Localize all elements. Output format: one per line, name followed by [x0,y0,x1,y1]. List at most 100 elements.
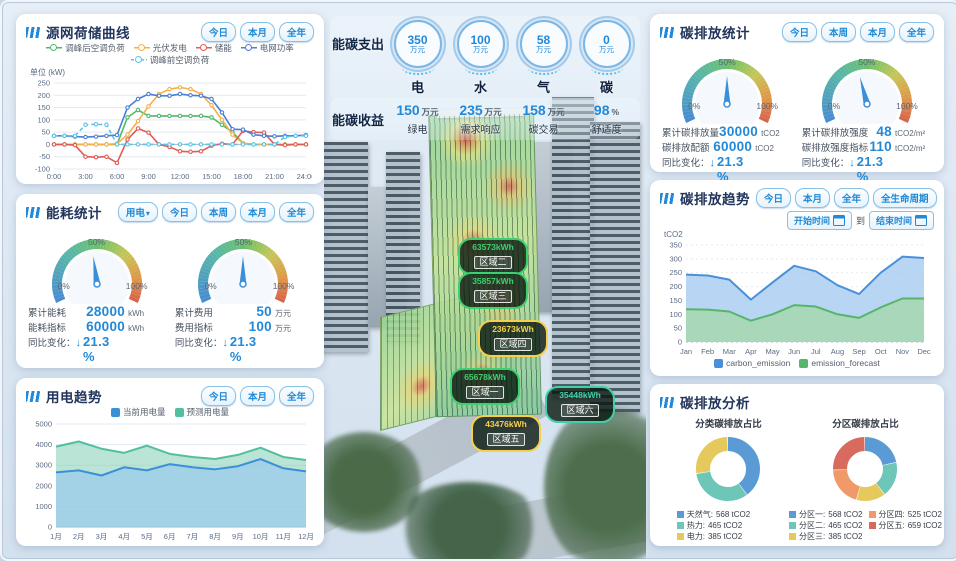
svg-text:9月: 9月 [232,532,244,541]
zone-badge-area-3[interactable]: 35857kWh 区域三 [458,272,528,309]
panel-title-icon [660,26,674,38]
legend-item-pv[interactable]: 光伏发电 [133,42,187,54]
source-grid-today-button[interactable]: 今日 [200,22,236,42]
legend-item-ac-before[interactable]: 调峰前空调负荷 [130,54,209,66]
svg-text:Jan: Jan [680,347,692,356]
legend-item-ac-after[interactable]: 调峰后空调负荷 [46,42,125,54]
panel-energy-stats: 能耗统计 用电▾ 今日 本周 本月 全年 50% 0% 100% 累计能耗 280… [16,194,324,368]
legend-item-storage[interactable]: 储能 [195,42,232,54]
series-marker-icon [676,522,684,529]
power-trend-month-button[interactable]: 本月 [239,386,275,406]
expense-item-carbon: 0 万元 碳 [575,20,638,96]
stat-unit: kWh [128,309,145,318]
svg-text:3:00: 3:00 [78,172,93,181]
energy-year-button[interactable]: 全年 [278,202,314,222]
gauge-min-label: 0% [827,101,841,111]
income-item-demand-response: 235 万元 需求响应 [449,102,512,136]
carbon-trend-year-button[interactable]: 全年 [834,188,870,208]
carbon-trend-lifecycle-button[interactable]: 全生命周期 [873,188,937,208]
legend-item-grid-power[interactable]: 电网功率 [240,42,294,54]
gauge-max-label: 100% [272,281,295,291]
zone-value: 63573kWh [472,242,514,252]
svg-text:4000: 4000 [35,440,52,449]
power-trend-year-button[interactable]: 全年 [278,386,314,406]
dotted-arc-icon [590,61,623,75]
carbon-trend-month-button[interactable]: 本月 [795,188,831,208]
legend-label: carbon_emission [726,358,791,368]
zone-donut-chart [800,431,932,507]
svg-text:2月: 2月 [73,532,85,541]
expense-unit: 万元 [599,45,614,54]
legend-item-carbon-emission[interactable]: carbon_emission [714,357,790,369]
gauge-max-label: 100% [125,281,148,291]
zone-badge-area-5[interactable]: 43476kWh 区域五 [471,415,541,452]
svg-text:-100: -100 [35,165,50,174]
power-trend-today-button[interactable]: 今日 [200,386,236,406]
gauge-top-label: 50% [234,237,252,247]
svg-text:7月: 7月 [187,532,199,541]
trees-image [394,482,544,559]
carbon-trend-area-chart: 0 50 100 150 200 250 300 350 Jan Feb Mar Apr May Jun J… [660,239,934,357]
yoy-label: 同比变化： [28,338,76,349]
legend-item-forecast-usage[interactable]: 预测用电量 [174,406,229,418]
stat-value: 48 [876,124,892,139]
legend-label: 当前用电量 [122,407,166,417]
svg-text:18:00: 18:00 [234,172,253,181]
expense-circle: 100 万元 [456,20,505,68]
power-trend-area-chart: 0 1000 2000 3000 4000 5000 1月 2月 3月 4月 5月 6月 7月 8月 9月 1… [26,418,314,542]
source-grid-month-button[interactable]: 本月 [239,22,275,42]
expense-item-electricity: 350 万元 电 [386,20,449,96]
energy-week-button[interactable]: 本周 [200,202,236,222]
carbon-week-button[interactable]: 本周 [820,22,856,42]
legend-item-emission-forecast[interactable]: emission_forecast [799,357,880,369]
source-grid-year-button[interactable]: 全年 [278,22,314,42]
svg-text:12:00: 12:00 [171,172,190,181]
carbon-trend-today-button[interactable]: 今日 [756,188,792,208]
zone-value: 65678kWh [464,372,506,382]
legend-item-heat: 热力: 465 tCO2 [676,520,795,531]
svg-text:Jun: Jun [788,347,800,356]
svg-text:4月: 4月 [118,532,130,541]
gauge-top-label: 50% [88,237,106,247]
energy-usage-gauge [37,224,157,316]
end-date-picker[interactable]: 结束时间 [868,210,934,230]
zone-badge-area-1[interactable]: 65678kWh 区域一 [450,368,520,405]
zone-badge-area-4[interactable]: 23673kWh 区域四 [478,320,548,357]
yoy-value: 21.3 % [717,154,744,184]
svg-text:5000: 5000 [35,420,52,429]
energy-today-button[interactable]: 今日 [161,202,197,222]
zone-badge-area-6[interactable]: 35448kWh 区域六 [545,386,615,423]
zone-badge-area-2[interactable]: 63573kWh 区域二 [458,238,528,275]
income-unit: 万元 [421,107,439,117]
svg-text:50: 50 [42,128,50,137]
series-marker-icon [789,533,797,540]
source-grid-line-chart: -100 -50 0 50 100 150 200 250 0:00 3:00 6:00 9:00 12… [26,78,315,182]
carbon-month-button[interactable]: 本月 [859,22,895,42]
income-item-green-power: 150 万元 绿电 [386,102,449,136]
dotted-arc-icon [401,61,434,75]
zone-name: 区域一 [466,386,504,399]
legend-label: 电网功率 [259,43,294,53]
yoy-value: 21.3 % [83,334,110,364]
start-date-picker[interactable]: 开始时间 [786,210,852,230]
svg-text:Feb: Feb [701,347,714,356]
donut-title: 分类碳排放占比 [695,419,762,430]
svg-text:1000: 1000 [35,502,52,511]
income-name: 需求响应 [460,125,501,136]
y-axis-unit-label: 单位 (kW) [30,68,66,77]
energy-month-button[interactable]: 本月 [239,202,275,222]
svg-text:0: 0 [46,140,50,149]
legend-item-current-usage[interactable]: 当前用电量 [110,406,166,418]
carbon-year-button[interactable]: 全年 [898,22,934,42]
stat-value: 60000 [86,319,126,334]
legend-label: emission_forecast [811,358,880,368]
svg-text:Jul: Jul [811,347,821,356]
zone-value: 35857kWh [472,276,514,286]
carbon-today-button[interactable]: 今日 [781,22,817,42]
energy-type-select[interactable]: 用电▾ [117,202,158,222]
legend-item-zone-3: 分区三: 385 tCO2 [789,531,863,542]
power-trend-legend: 当前用电量 预测用电量 [26,406,314,418]
down-arrow-icon: ↓ [709,157,716,169]
category-donut-chart [663,431,795,507]
gauge-min-label: 0% [688,101,701,111]
